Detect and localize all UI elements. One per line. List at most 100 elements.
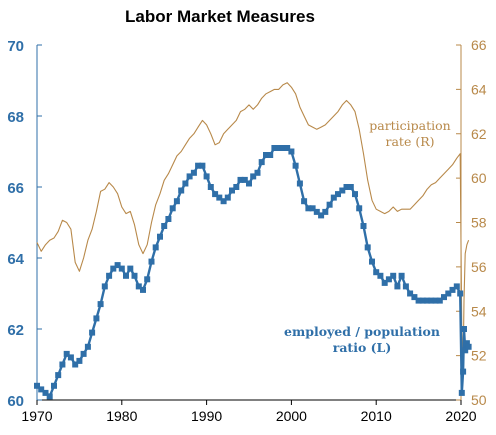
employment-point — [76, 357, 83, 364]
right-tick-label: 66 — [471, 37, 487, 53]
employment-point — [436, 297, 443, 304]
employment-point — [364, 244, 371, 251]
employment-point — [352, 191, 358, 198]
left-tick-label: 68 — [7, 109, 24, 126]
x-tick-label: 2020 — [445, 408, 476, 424]
left-tick-label: 66 — [7, 180, 24, 197]
employment-point — [148, 258, 155, 265]
employment-point — [335, 191, 341, 198]
employment-point — [250, 173, 257, 180]
employment-point — [424, 297, 431, 304]
employment-point — [296, 180, 303, 187]
participation-label-line2: rate (R) — [386, 134, 435, 149]
employment-point — [89, 329, 96, 336]
employment-point — [279, 145, 286, 151]
series-participation-rate — [36, 82, 470, 370]
employment-point — [34, 382, 40, 389]
employment-point — [347, 184, 354, 190]
employment-point — [178, 187, 185, 194]
employment-point — [463, 340, 470, 347]
x-tick-label: 1970 — [21, 408, 52, 424]
employment-point — [55, 372, 62, 379]
employment-point — [207, 184, 214, 190]
chart-title: Labor Market Measures — [125, 7, 315, 26]
employment-point — [118, 265, 125, 272]
left-tick-label: 62 — [7, 322, 24, 339]
employment-point — [360, 223, 367, 229]
left-tick-label: 60 — [7, 393, 24, 410]
employment-point — [419, 297, 426, 304]
employment-point — [292, 162, 299, 169]
employment-point — [322, 208, 329, 215]
employment-point — [80, 350, 87, 357]
employment-point — [258, 159, 265, 166]
employment-point — [46, 393, 53, 400]
employment-point — [402, 283, 409, 290]
employment-point — [407, 290, 414, 297]
employment-point — [462, 347, 469, 354]
employment-point — [369, 258, 375, 265]
employment-label-line2: ratio (L) — [333, 340, 392, 355]
left-axis-ticks: 60 62 64 66 68 70 — [7, 38, 42, 410]
employment-point — [63, 350, 70, 357]
participation-label-line1: participation — [369, 118, 451, 133]
x-tick-label: 1990 — [191, 408, 222, 424]
employment-point — [288, 148, 295, 155]
employment-point — [51, 382, 57, 389]
employment-point — [101, 283, 108, 290]
right-tick-label: 62 — [471, 126, 487, 142]
employment-point — [385, 276, 392, 283]
employment-point — [131, 272, 138, 279]
right-tick-label: 54 — [471, 303, 487, 319]
employment-point — [377, 272, 384, 279]
employment-point — [224, 194, 231, 201]
employment-point — [106, 272, 113, 279]
employment-point — [284, 145, 291, 151]
employment-point — [165, 216, 172, 222]
employment-point — [152, 244, 159, 251]
employment-point — [140, 286, 146, 293]
right-tick-label: 64 — [471, 81, 487, 97]
employment-line — [36, 146, 470, 398]
right-tick-label: 58 — [471, 215, 487, 231]
employment-point — [237, 176, 244, 183]
employment-point — [93, 315, 100, 322]
employment-point — [445, 290, 452, 297]
employment-point — [186, 173, 193, 180]
left-tick-label: 70 — [7, 38, 24, 55]
participation-line — [36, 82, 470, 370]
employment-label-line1: employed / population — [284, 324, 440, 339]
employment-point — [457, 290, 464, 297]
employment-point — [381, 279, 388, 286]
employment-point — [182, 180, 189, 187]
employment-point — [356, 205, 363, 212]
employment-point — [42, 389, 49, 396]
employment-point — [339, 187, 346, 194]
employment-point — [411, 294, 418, 301]
employment-point — [461, 326, 467, 332]
right-axis-ticks: 50 52 54 56 58 60 62 64 66 — [456, 37, 487, 408]
right-tick-label: 56 — [471, 259, 487, 275]
x-tick-label: 2010 — [361, 408, 392, 424]
employment-point — [330, 194, 337, 201]
employment-point — [373, 269, 380, 276]
employment-point — [343, 184, 350, 190]
employment-point — [195, 162, 202, 169]
employment-point — [246, 180, 252, 187]
employment-point — [199, 162, 206, 169]
employment-point — [313, 208, 320, 215]
employment-point — [263, 152, 269, 158]
employment-point — [127, 265, 134, 272]
employment-point — [441, 294, 447, 301]
employment-point — [309, 205, 316, 212]
employment-point — [305, 205, 312, 212]
employment-point — [144, 276, 151, 283]
employment-point — [97, 301, 104, 308]
employment-point — [114, 262, 121, 269]
right-tick-label: 50 — [471, 392, 487, 408]
employment-point — [233, 184, 240, 190]
x-tick-label: 1980 — [106, 408, 137, 424]
employment-point — [453, 283, 460, 290]
employment-point — [173, 198, 180, 205]
